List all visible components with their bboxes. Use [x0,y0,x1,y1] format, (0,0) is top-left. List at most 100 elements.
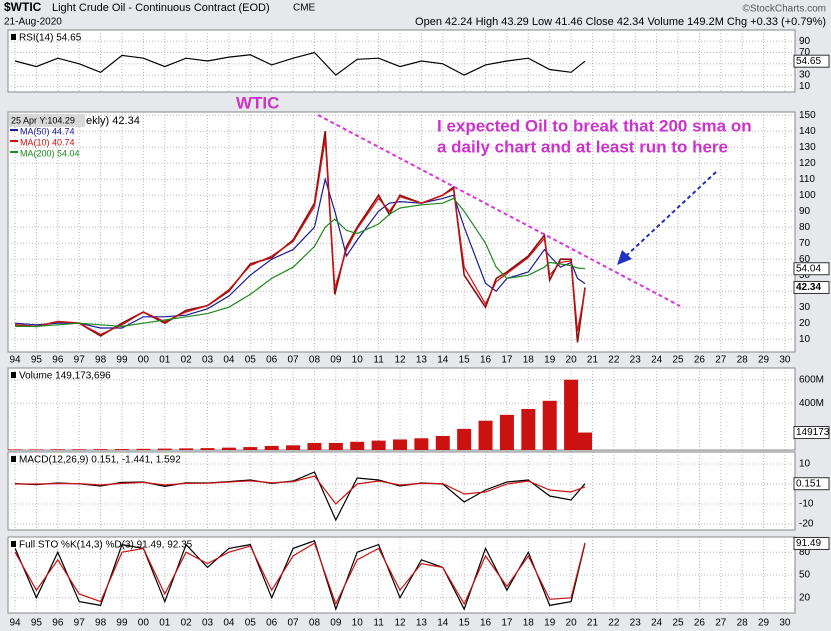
volume-bar [499,414,514,450]
value-box-label: 0.151 [796,478,821,489]
y-tick-label: 80 [799,547,811,558]
x-tick-label: 30 [779,355,791,366]
volume-bar [264,445,279,450]
y-tick-label: 60 [799,254,811,265]
volume-bar [157,448,172,450]
y-tick-label: 20 [799,592,811,603]
x-tick-label: 20 [566,618,578,629]
volume-bar [93,449,108,450]
x-tick-label: 29 [758,618,770,629]
y-tick-label: -20 [799,519,814,530]
x-tick-label: 06 [266,355,278,366]
legend-swatch [10,151,18,153]
x-tick-label: 28 [737,618,749,629]
x-tick-label: 99 [116,618,128,629]
x-tick-label: 95 [31,618,43,629]
volume-bar [50,449,65,450]
x-tick-label: 16 [480,355,492,366]
volume-bar [478,420,493,450]
x-tick-label: 16 [480,618,492,629]
x-tick-label: 19 [544,618,556,629]
x-tick-label: 23 [630,355,642,366]
volume-bar [393,439,408,450]
y-tick-label: -10 [799,499,814,510]
chart-title: ekly) 42.34 [86,115,140,127]
panel [7,367,796,451]
y-tick-label: 140 [799,126,816,137]
x-tick-label: 98 [95,355,107,366]
x-tick-label: 01 [159,618,171,629]
x-tick-label: 06 [266,618,278,629]
y-tick-label: 150 [799,110,816,121]
volume-bar [457,428,472,450]
annotation: WTIC [236,93,279,112]
x-tick-label: 21 [587,355,599,366]
x-tick-label: 10 [352,355,364,366]
x-tick-label: 95 [31,355,43,366]
volume-bar [221,447,236,450]
volume-bar [577,432,592,450]
tooltip: 25 Apr Y:104.29 [11,115,75,125]
series-line [15,176,586,329]
x-tick-label: 20 [566,355,578,366]
x-tick-label: 15 [459,618,471,629]
x-tick-label: 28 [737,355,749,366]
y-tick-label: 120 [799,158,816,169]
x-tick-label: 00 [138,618,150,629]
quote: Open 42.24 High 43.29 Low 41.46 Close 42… [415,16,826,28]
x-tick-label: 09 [330,355,342,366]
panels: 1030507090RSI(14) 54.6554.65102030405060… [7,29,830,629]
x-tick-label: 12 [394,355,406,366]
volume-bar [435,435,450,450]
x-tick-label: 01 [159,355,171,366]
y-tick-label: 30 [799,70,811,81]
panel [7,451,796,531]
y-tick-label: 130 [799,142,816,153]
x-tick-label: 13 [416,618,428,629]
y-tick-label: 50 [799,270,811,281]
panel-title: MACD(12,26,9) 0.151, -1.441, 1.592 [19,455,181,466]
x-tick-label: 13 [416,355,428,366]
volume-bar [8,449,23,450]
y-tick-label: 70 [799,47,811,58]
value-box-label: 54.65 [796,56,821,67]
annotation: I expected Oil to break that 200 sma on [437,116,752,135]
annotation: a daily chart and at least run to here [437,137,728,156]
value-box-label: 91.49 [796,538,821,549]
value-box [793,477,830,491]
x-tick-label: 25 [672,618,684,629]
y-tick-label: 90 [799,206,811,217]
x-tick-label: 27 [715,618,727,629]
x-tick-label: 05 [245,618,257,629]
x-tick-label: 23 [630,618,642,629]
x-tick-label: 94 [9,355,21,366]
series-line [14,542,586,606]
panel-title: Full STO %K(14,3) %D(3) 91.49, 92.35 [19,540,193,551]
value-box [793,54,830,68]
x-tick-label: 05 [245,355,257,366]
date: 21-Aug-2020 [4,17,62,28]
series-line [15,475,586,505]
x-tick-label: 19 [544,355,556,366]
x-tick-label: 02 [181,355,193,366]
volume-bar [114,449,129,450]
x-tick-label: 98 [95,618,107,629]
legend-entry: MA(200) 54.04 [20,148,80,158]
x-tick-label: 29 [758,355,770,366]
x-tick-label: 15 [459,355,471,366]
x-tick-label: 07 [288,355,300,366]
volume-bar [29,449,44,450]
volume-bar [286,445,301,450]
volume-bar [243,447,258,450]
panel-title: Volume 149,173,696 [19,371,111,382]
series-line [14,51,586,76]
x-tick-label: 96 [52,618,64,629]
x-tick-label: 22 [608,355,620,366]
volume-bar [200,448,215,450]
y-tick-label: 10 [799,459,811,470]
x-tick-label: 21 [587,618,599,629]
volume-bar [414,438,429,450]
volume-bar [371,440,386,450]
x-tick-label: 99 [116,355,128,366]
